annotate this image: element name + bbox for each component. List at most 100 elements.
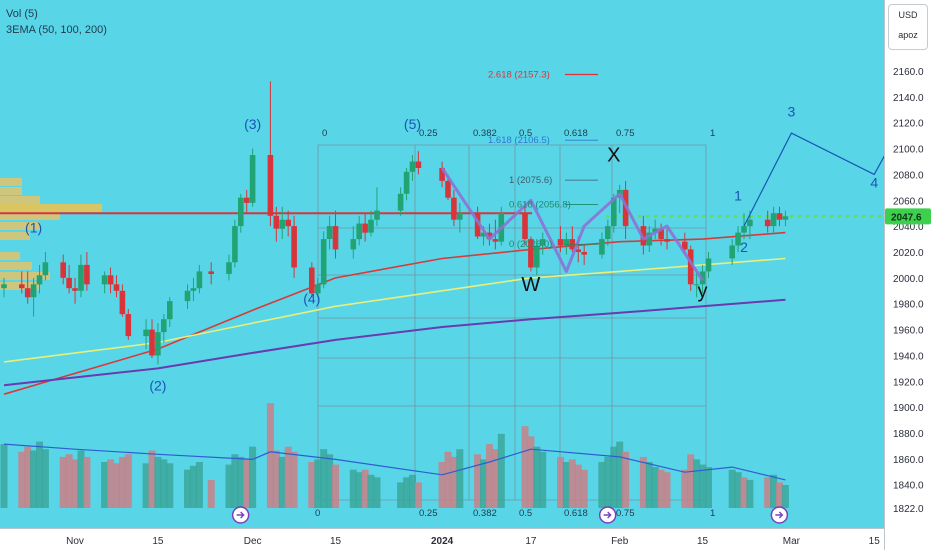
price-tick-label: 1860.0 bbox=[893, 455, 924, 466]
wxy-label: X bbox=[607, 145, 620, 167]
fib-extension-label: 1 (2075.6) bbox=[509, 175, 552, 186]
wave-label: (2) bbox=[149, 377, 166, 393]
candle-body bbox=[741, 226, 747, 233]
candle-body bbox=[309, 267, 315, 294]
event-marker-icon[interactable] bbox=[598, 506, 617, 524]
volume-bar bbox=[781, 485, 789, 508]
volume-bar bbox=[474, 454, 482, 508]
candle-body bbox=[563, 239, 570, 246]
currency-selector[interactable]: USD apoz bbox=[888, 4, 928, 50]
candle-body bbox=[332, 226, 339, 250]
price-tick-label: 2060.0 bbox=[893, 196, 924, 207]
volume-bar bbox=[491, 449, 499, 508]
price-tick-label: 1822.0 bbox=[893, 504, 924, 515]
wxy-path bbox=[440, 167, 704, 282]
current-price-badge bbox=[885, 208, 931, 225]
fib-extension-label: 1.618 (2106.5) bbox=[488, 135, 550, 146]
candle-body bbox=[24, 288, 31, 298]
candle-body bbox=[285, 219, 291, 227]
candle-body bbox=[232, 226, 238, 263]
candle-body bbox=[19, 284, 25, 289]
volume-bar bbox=[77, 450, 85, 508]
volume-profile-bar bbox=[0, 187, 22, 195]
candle-body bbox=[78, 264, 84, 291]
price-tick-label: 2020.0 bbox=[893, 248, 924, 259]
price-tick-label: 1960.0 bbox=[893, 326, 924, 337]
time-tick-label: 15 bbox=[330, 536, 342, 547]
volume-bar bbox=[598, 462, 606, 508]
volume-bar bbox=[699, 464, 707, 508]
candle-body bbox=[776, 213, 783, 220]
candle-body bbox=[557, 239, 564, 246]
candle-body bbox=[36, 275, 43, 285]
price-axis[interactable]: 2160.0 2140.0 2120.0 2100.0 2080.0 2060.0 2040… bbox=[884, 0, 932, 550]
candle-body bbox=[782, 216, 789, 220]
volume-bar bbox=[639, 456, 647, 508]
candle-body bbox=[646, 232, 653, 246]
volume-bar bbox=[113, 463, 120, 508]
candle-body bbox=[611, 197, 617, 227]
candle-body bbox=[368, 219, 374, 233]
volume-bar bbox=[681, 469, 689, 508]
candle-body bbox=[267, 155, 274, 216]
volume-legend[interactable]: Vol (5) bbox=[6, 8, 38, 20]
candle-body bbox=[403, 171, 410, 194]
volume-bar bbox=[107, 459, 115, 508]
price-tick-label: 2080.0 bbox=[893, 170, 924, 181]
volume-bar bbox=[148, 450, 156, 508]
event-marker-icon[interactable] bbox=[231, 506, 250, 524]
volume-bar bbox=[604, 456, 612, 508]
volume-bar bbox=[231, 454, 239, 508]
volume-bar bbox=[539, 451, 547, 508]
volume-bar bbox=[0, 444, 8, 508]
price-tick-label: 1940.0 bbox=[893, 351, 924, 362]
ema-legend[interactable]: 3EMA (50, 100, 200) bbox=[6, 24, 107, 36]
volume-bar bbox=[59, 456, 67, 508]
ema-line bbox=[3, 298, 786, 387]
price-tick-label: 2040.0 bbox=[893, 222, 924, 233]
candle-body bbox=[350, 239, 357, 250]
time-tick-label: 17 bbox=[525, 536, 537, 547]
time-tick-label: 15 bbox=[152, 536, 164, 547]
volume-ma-line bbox=[3, 443, 786, 481]
candle-body bbox=[575, 249, 581, 252]
volume-bar bbox=[83, 456, 91, 508]
volume-bar bbox=[308, 462, 316, 508]
event-marker-icon[interactable] bbox=[770, 506, 789, 524]
volume-bar bbox=[184, 469, 191, 508]
fib-time-bottom-label: 0.75 bbox=[616, 508, 635, 519]
candle-body bbox=[445, 180, 451, 198]
price-chart[interactable]: 0 0.25 0.382 0.5 0.618 0.75 1 0 0.25 0.382 0.5 0.61… bbox=[0, 0, 884, 528]
price-tick-label: 2100.0 bbox=[893, 145, 924, 156]
candle-body bbox=[682, 241, 688, 250]
volume-bar bbox=[770, 474, 778, 508]
candle-body bbox=[249, 155, 256, 203]
time-tick-label: Feb bbox=[611, 536, 629, 547]
fib-extension-label: 0.618 (2056.8) bbox=[509, 199, 571, 210]
candle-body bbox=[664, 239, 670, 242]
volume-bar bbox=[776, 482, 783, 508]
volume-bar bbox=[355, 472, 363, 508]
volume-bar bbox=[18, 451, 26, 508]
candle-body bbox=[143, 329, 149, 337]
fib-time-bottom-label: 0.25 bbox=[419, 508, 438, 519]
time-axis[interactable]: Nov15Dec15202417Feb15Mar15Apr15 bbox=[0, 528, 884, 550]
price-axis-labels: 2160.0 2140.0 2120.0 2100.0 2080.0 2060.0 2040… bbox=[885, 67, 931, 515]
wave-label: 4 bbox=[870, 174, 878, 190]
price-tick-label: 1840.0 bbox=[893, 481, 924, 492]
wxy-label: W bbox=[521, 274, 540, 296]
time-tick-label: 15 bbox=[697, 536, 709, 547]
volume-bar bbox=[480, 459, 487, 508]
fib-time-bottom-label: 0.5 bbox=[519, 508, 532, 519]
candle-body bbox=[238, 197, 244, 227]
volume-bar bbox=[562, 462, 570, 508]
candle-body bbox=[439, 168, 445, 181]
candle-body bbox=[409, 161, 416, 172]
wave-label: 1 bbox=[734, 187, 742, 203]
volume-bar bbox=[527, 436, 535, 508]
volume-bar bbox=[361, 469, 369, 508]
candle-body bbox=[113, 284, 120, 291]
candle-body bbox=[326, 226, 333, 239]
price-tick-label: 1900.0 bbox=[893, 403, 924, 414]
